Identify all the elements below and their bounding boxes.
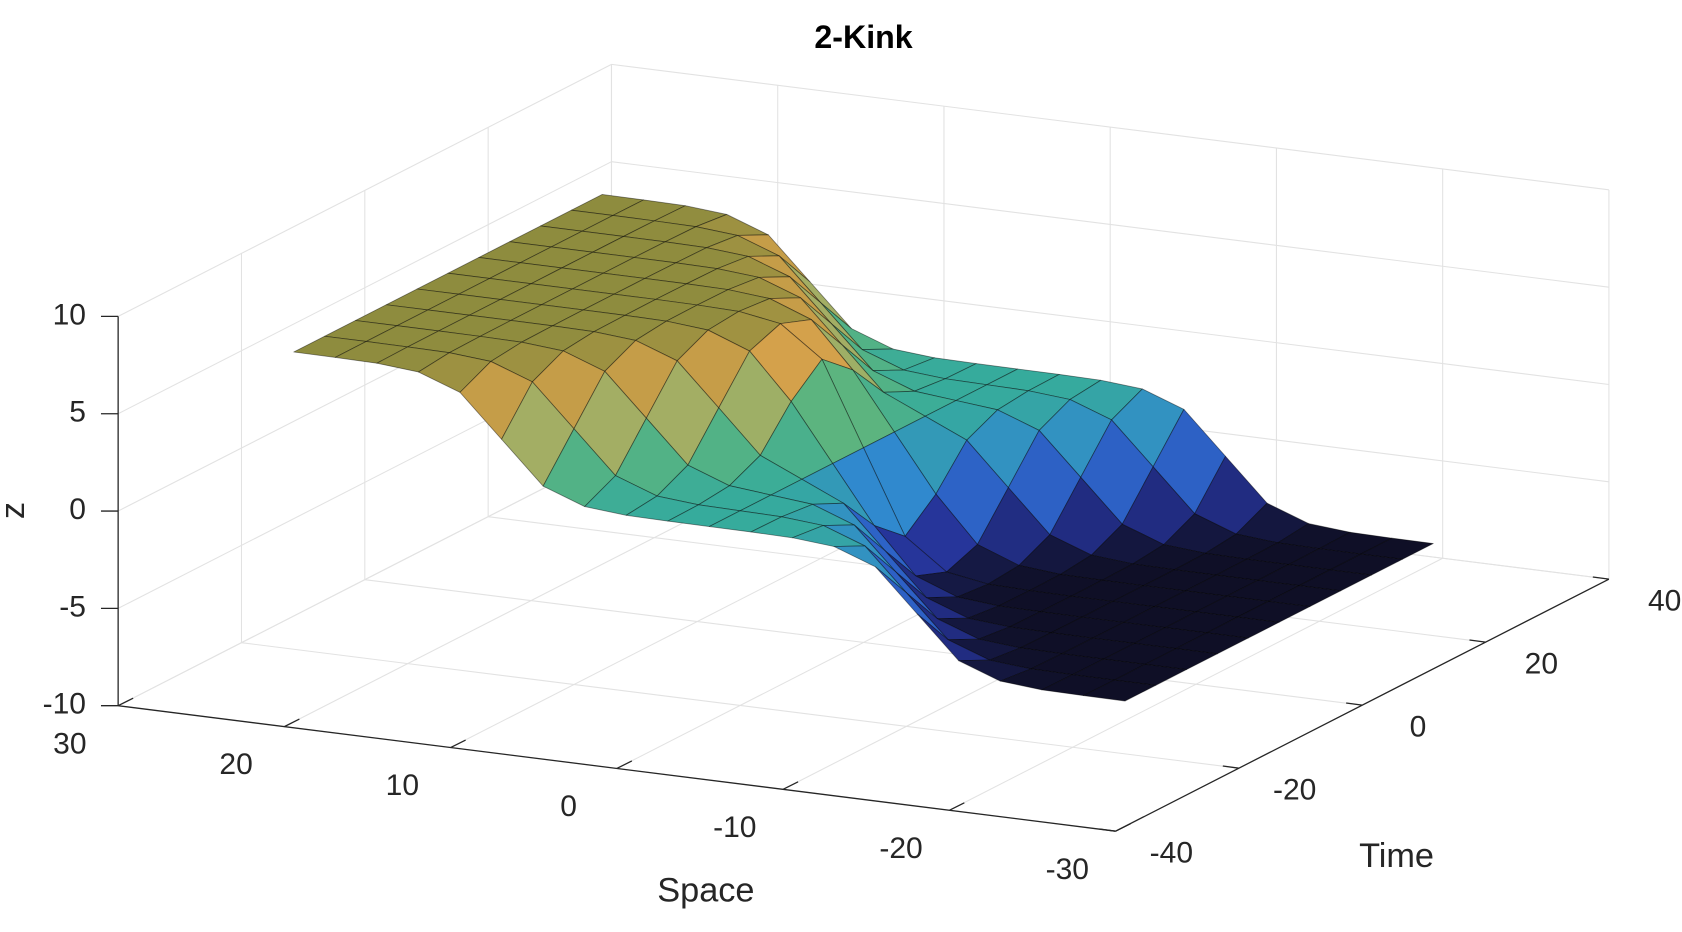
surface-patch [407,330,481,354]
surface-patch [1072,658,1146,681]
x-tick-label: -20 [879,832,922,865]
surface-patch [810,319,885,393]
surface-patch [438,314,512,337]
surface-patch [1038,399,1112,478]
surface-patch [1082,679,1157,702]
surface-patch [376,346,450,373]
surface-patch [947,638,1021,661]
surface-patch [778,255,852,330]
tick-mark [949,802,965,811]
grid-line [117,453,612,707]
surface-patch [842,502,917,577]
grid-line [611,161,1609,288]
surface-patch [479,319,553,343]
z-tick-label: -5 [59,590,86,623]
tick-mark [1222,765,1239,769]
grid-line [364,579,1363,706]
surface-patch [1040,595,1114,618]
x-axis-label: Space [657,871,754,909]
surface-patch [800,297,874,372]
surface-patch [1235,502,1310,544]
y-axis-label: Time [1359,837,1434,875]
surface-patch [448,335,523,362]
surface-patch [789,276,863,351]
surface-patch [1049,476,1123,556]
surface-patch [1080,419,1154,525]
tick-mark [1469,639,1486,643]
x-tick-label: 0 [560,790,577,823]
surface-patch [958,659,1032,682]
tick-mark [1115,823,1131,832]
tick-mark [616,760,633,770]
z-tick-label: 10 [53,298,86,331]
grid-line [241,642,1239,769]
x-tick-label: 10 [386,769,419,802]
z-tick-label: 5 [69,396,86,429]
tick-mark [284,718,300,728]
surface-patch [1070,579,1145,602]
y-tick-label: 20 [1525,648,1558,681]
surface-patch [1041,674,1115,697]
surface-patch [864,545,938,620]
surface-patch [875,566,949,641]
surface-patch [1081,600,1155,623]
tick-mark [450,739,466,749]
surface-patch [779,319,854,371]
surface-patch [750,516,824,539]
surface-patch [1069,379,1143,421]
surface-patch [747,255,822,304]
grid-line [117,161,612,415]
surface-patch [758,276,832,325]
tick-mark [1099,828,1116,832]
tick-mark [782,781,799,790]
surface-patch [716,255,791,278]
x-tick-label: 20 [219,748,252,781]
z-tick-label: -10 [43,688,86,721]
surface-patch [1174,552,1248,576]
z-axis-label: z [0,502,32,519]
grid-line [117,63,612,317]
surface-patch [832,447,906,537]
y-tick-label: -40 [1150,837,1193,870]
x-tick-label: -10 [713,811,756,844]
surface-patch [1018,534,1092,575]
tick-mark [1346,702,1363,706]
surface-patch [459,361,533,440]
y-tick-label: -20 [1273,774,1316,807]
surface-patch [861,348,936,371]
tick-mark [117,697,134,707]
surface-patch [293,335,367,358]
surface-patch [1061,637,1135,660]
surface-patch [737,234,811,283]
chart-title: 2-Kink [814,19,912,55]
x-tick-label: 30 [53,727,86,760]
x-tick-label: -30 [1046,853,1089,886]
surface-patch [1050,616,1125,639]
surface-patch [1101,563,1175,587]
tick-mark [1592,576,1609,580]
surface-patch [853,524,927,599]
surface-patch [884,550,958,599]
surface-patch [365,325,439,348]
surface-patch [686,268,760,291]
y-tick-label: 0 [1410,711,1427,744]
surface-patch [334,341,409,364]
z-tick-label: 0 [69,493,86,526]
y-tick-label: 40 [1648,585,1681,618]
surface-patch [801,463,875,527]
surface-patch [926,596,1000,619]
surface-patch [1277,523,1351,550]
surface-patch [936,617,1011,640]
grid-line [611,63,1609,191]
surface-patch [1246,542,1320,566]
surface-patch [418,352,492,393]
